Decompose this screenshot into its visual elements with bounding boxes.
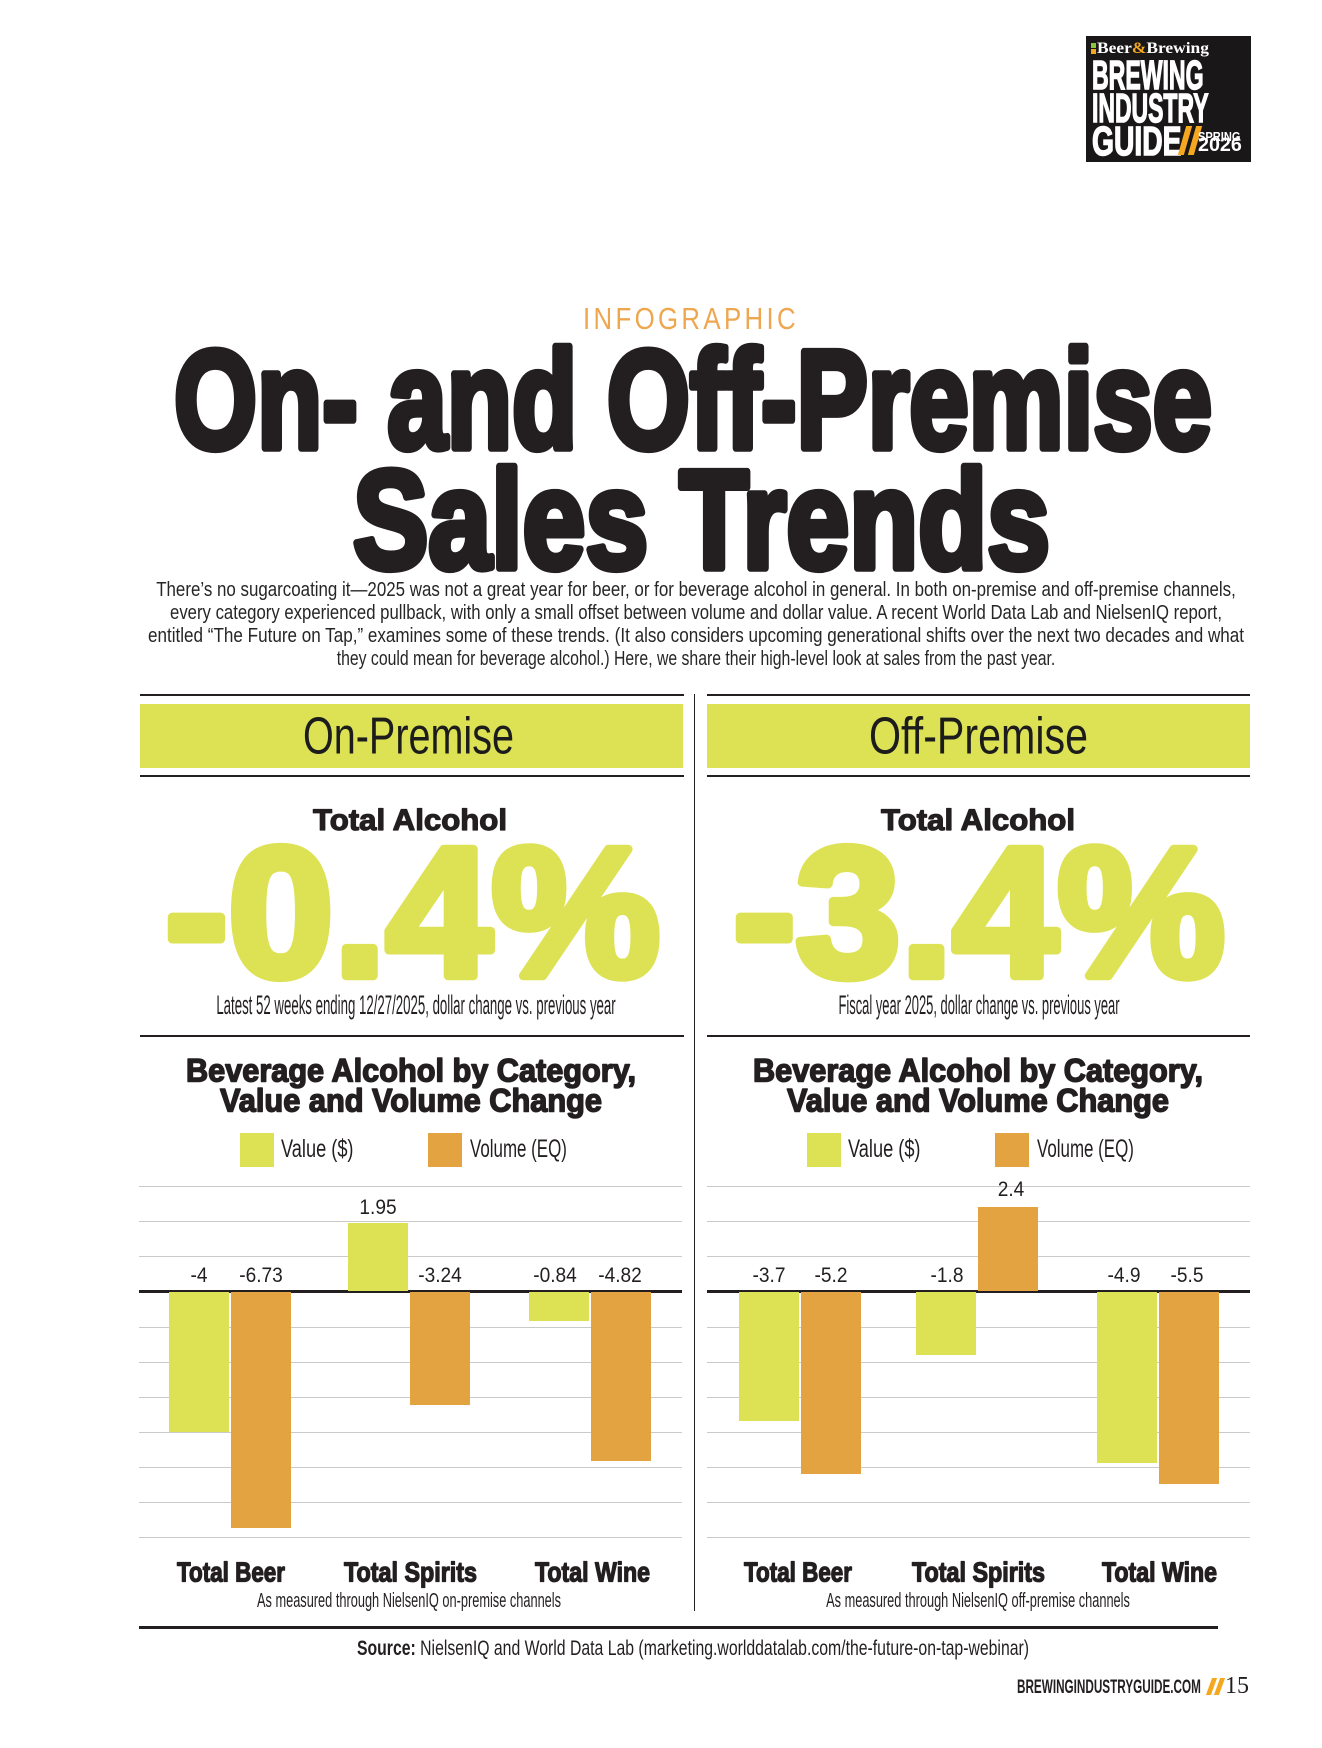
svg-text:Value and Volume Change: Value and Volume Change [220, 1082, 602, 1118]
svg-text:-3.4%: -3.4% [733, 809, 1225, 1015]
svg-text:Total Spirits: Total Spirits [344, 1557, 477, 1588]
svg-text:Off-Premise: Off-Premise [869, 707, 1088, 765]
svg-text:Sales Trends: Sales Trends [353, 441, 1050, 598]
svg-text:Total Alcohol: Total Alcohol [313, 804, 507, 837]
svg-text:-0.4%: -0.4% [165, 809, 660, 1015]
svg-text:Value and Volume Change: Value and Volume Change [787, 1082, 1169, 1118]
svg-text:Total Beer: Total Beer [177, 1557, 285, 1588]
svg-text:Total Alcohol: Total Alcohol [881, 804, 1075, 837]
svg-text:Total Beer: Total Beer [744, 1557, 852, 1588]
svg-text:Beverage Alcohol by Category,: Beverage Alcohol by Category, [753, 1053, 1203, 1089]
svg-text:Total Wine: Total Wine [1102, 1557, 1217, 1588]
svg-text:On-Premise: On-Premise [303, 707, 514, 765]
svg-text:Total Wine: Total Wine [535, 1557, 650, 1588]
svg-text:Beverage Alcohol by Category,: Beverage Alcohol by Category, [186, 1053, 636, 1089]
svg-text:On- and Off-Premise: On- and Off-Premise [174, 321, 1212, 478]
svg-text:Total Spirits: Total Spirits [912, 1557, 1045, 1588]
